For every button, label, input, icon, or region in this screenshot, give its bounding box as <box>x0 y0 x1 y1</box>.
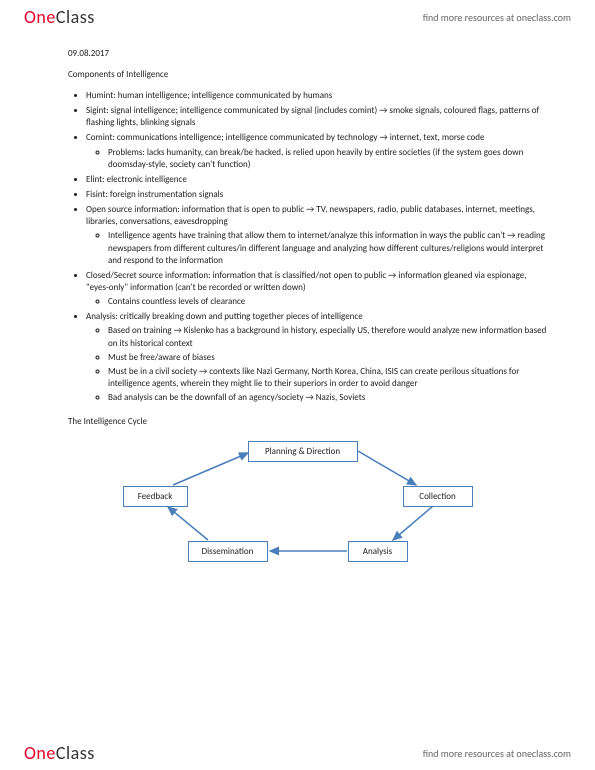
bullet-item: Closed/Secret source information: inform… <box>86 270 547 308</box>
brand-part1: One <box>24 6 56 28</box>
footer-link[interactable]: find more resources at oneclass.com <box>423 747 571 760</box>
sub-bullet-list: Contains countless levels of clearance <box>86 296 547 308</box>
sub-bullet-item: Bad analysis can be the downfall of an a… <box>108 392 547 404</box>
bullet-item: Sigint: signal intelligence; intelligenc… <box>86 105 547 129</box>
sub-bullet-item: Must be free/aware of biases <box>108 352 547 364</box>
sub-bullet-item: Intelligence agents have training that a… <box>108 230 547 266</box>
sub-bullet-item: Problems: lacks humanity, can break/be h… <box>108 147 547 171</box>
sub-bullet-list: Intelligence agents have training that a… <box>86 230 547 266</box>
document-date: 09.08.2017 <box>68 48 547 59</box>
sub-bullet-item: Based on training → Kislenko has a backg… <box>108 325 547 349</box>
document-title: Components of Intelligence <box>68 69 547 80</box>
bullet-list: Humint: human intelligence; intelligence… <box>68 90 547 404</box>
cycle-node-planning: Planning & Direction <box>248 441 358 462</box>
bullet-item: Comint: communications intelligence; int… <box>86 132 547 170</box>
bullet-item: Analysis: critically breaking down and p… <box>86 311 547 404</box>
sub-bullet-item: Must be in a civil society → contexts li… <box>108 366 547 390</box>
sub-bullet-item: Contains countless levels of clearance <box>108 296 547 308</box>
bullet-item: Elint: electronic intelligence <box>86 174 547 186</box>
page-header: OneClass find more resources at oneclass… <box>0 0 595 34</box>
cycle-node-feedback: Feedback <box>123 486 188 507</box>
bullet-item: Fisint: foreign instrumentation signals <box>86 189 547 201</box>
bullet-item: Humint: human intelligence; intelligence… <box>86 90 547 102</box>
brand-part1-footer: One <box>24 742 56 764</box>
header-link[interactable]: find more resources at oneclass.com <box>423 11 571 24</box>
brand-logo-footer: OneClass <box>24 742 95 764</box>
bullet-item: Open source information: information tha… <box>86 204 547 267</box>
cycle-node-analysis: Analysis <box>348 541 408 562</box>
cycle-node-collection: Collection <box>403 486 473 507</box>
cycle-node-dissemination: Dissemination <box>188 541 268 562</box>
intelligence-cycle-diagram: Planning & Direction Collection Analysis Di… <box>98 441 518 571</box>
sub-bullet-list: Problems: lacks humanity, can break/be h… <box>86 147 547 171</box>
brand-part2: Class <box>56 6 95 28</box>
brand-part2-footer: Class <box>56 742 95 764</box>
section-title-cycle: The Intelligence Cycle <box>68 416 547 427</box>
brand-logo: OneClass <box>24 6 95 28</box>
document-body: 09.08.2017 Components of Intelligence Hu… <box>68 48 547 571</box>
sub-bullet-list: Based on training → Kislenko has a backg… <box>86 325 547 404</box>
page-footer: OneClass find more resources at oneclass… <box>0 736 595 770</box>
